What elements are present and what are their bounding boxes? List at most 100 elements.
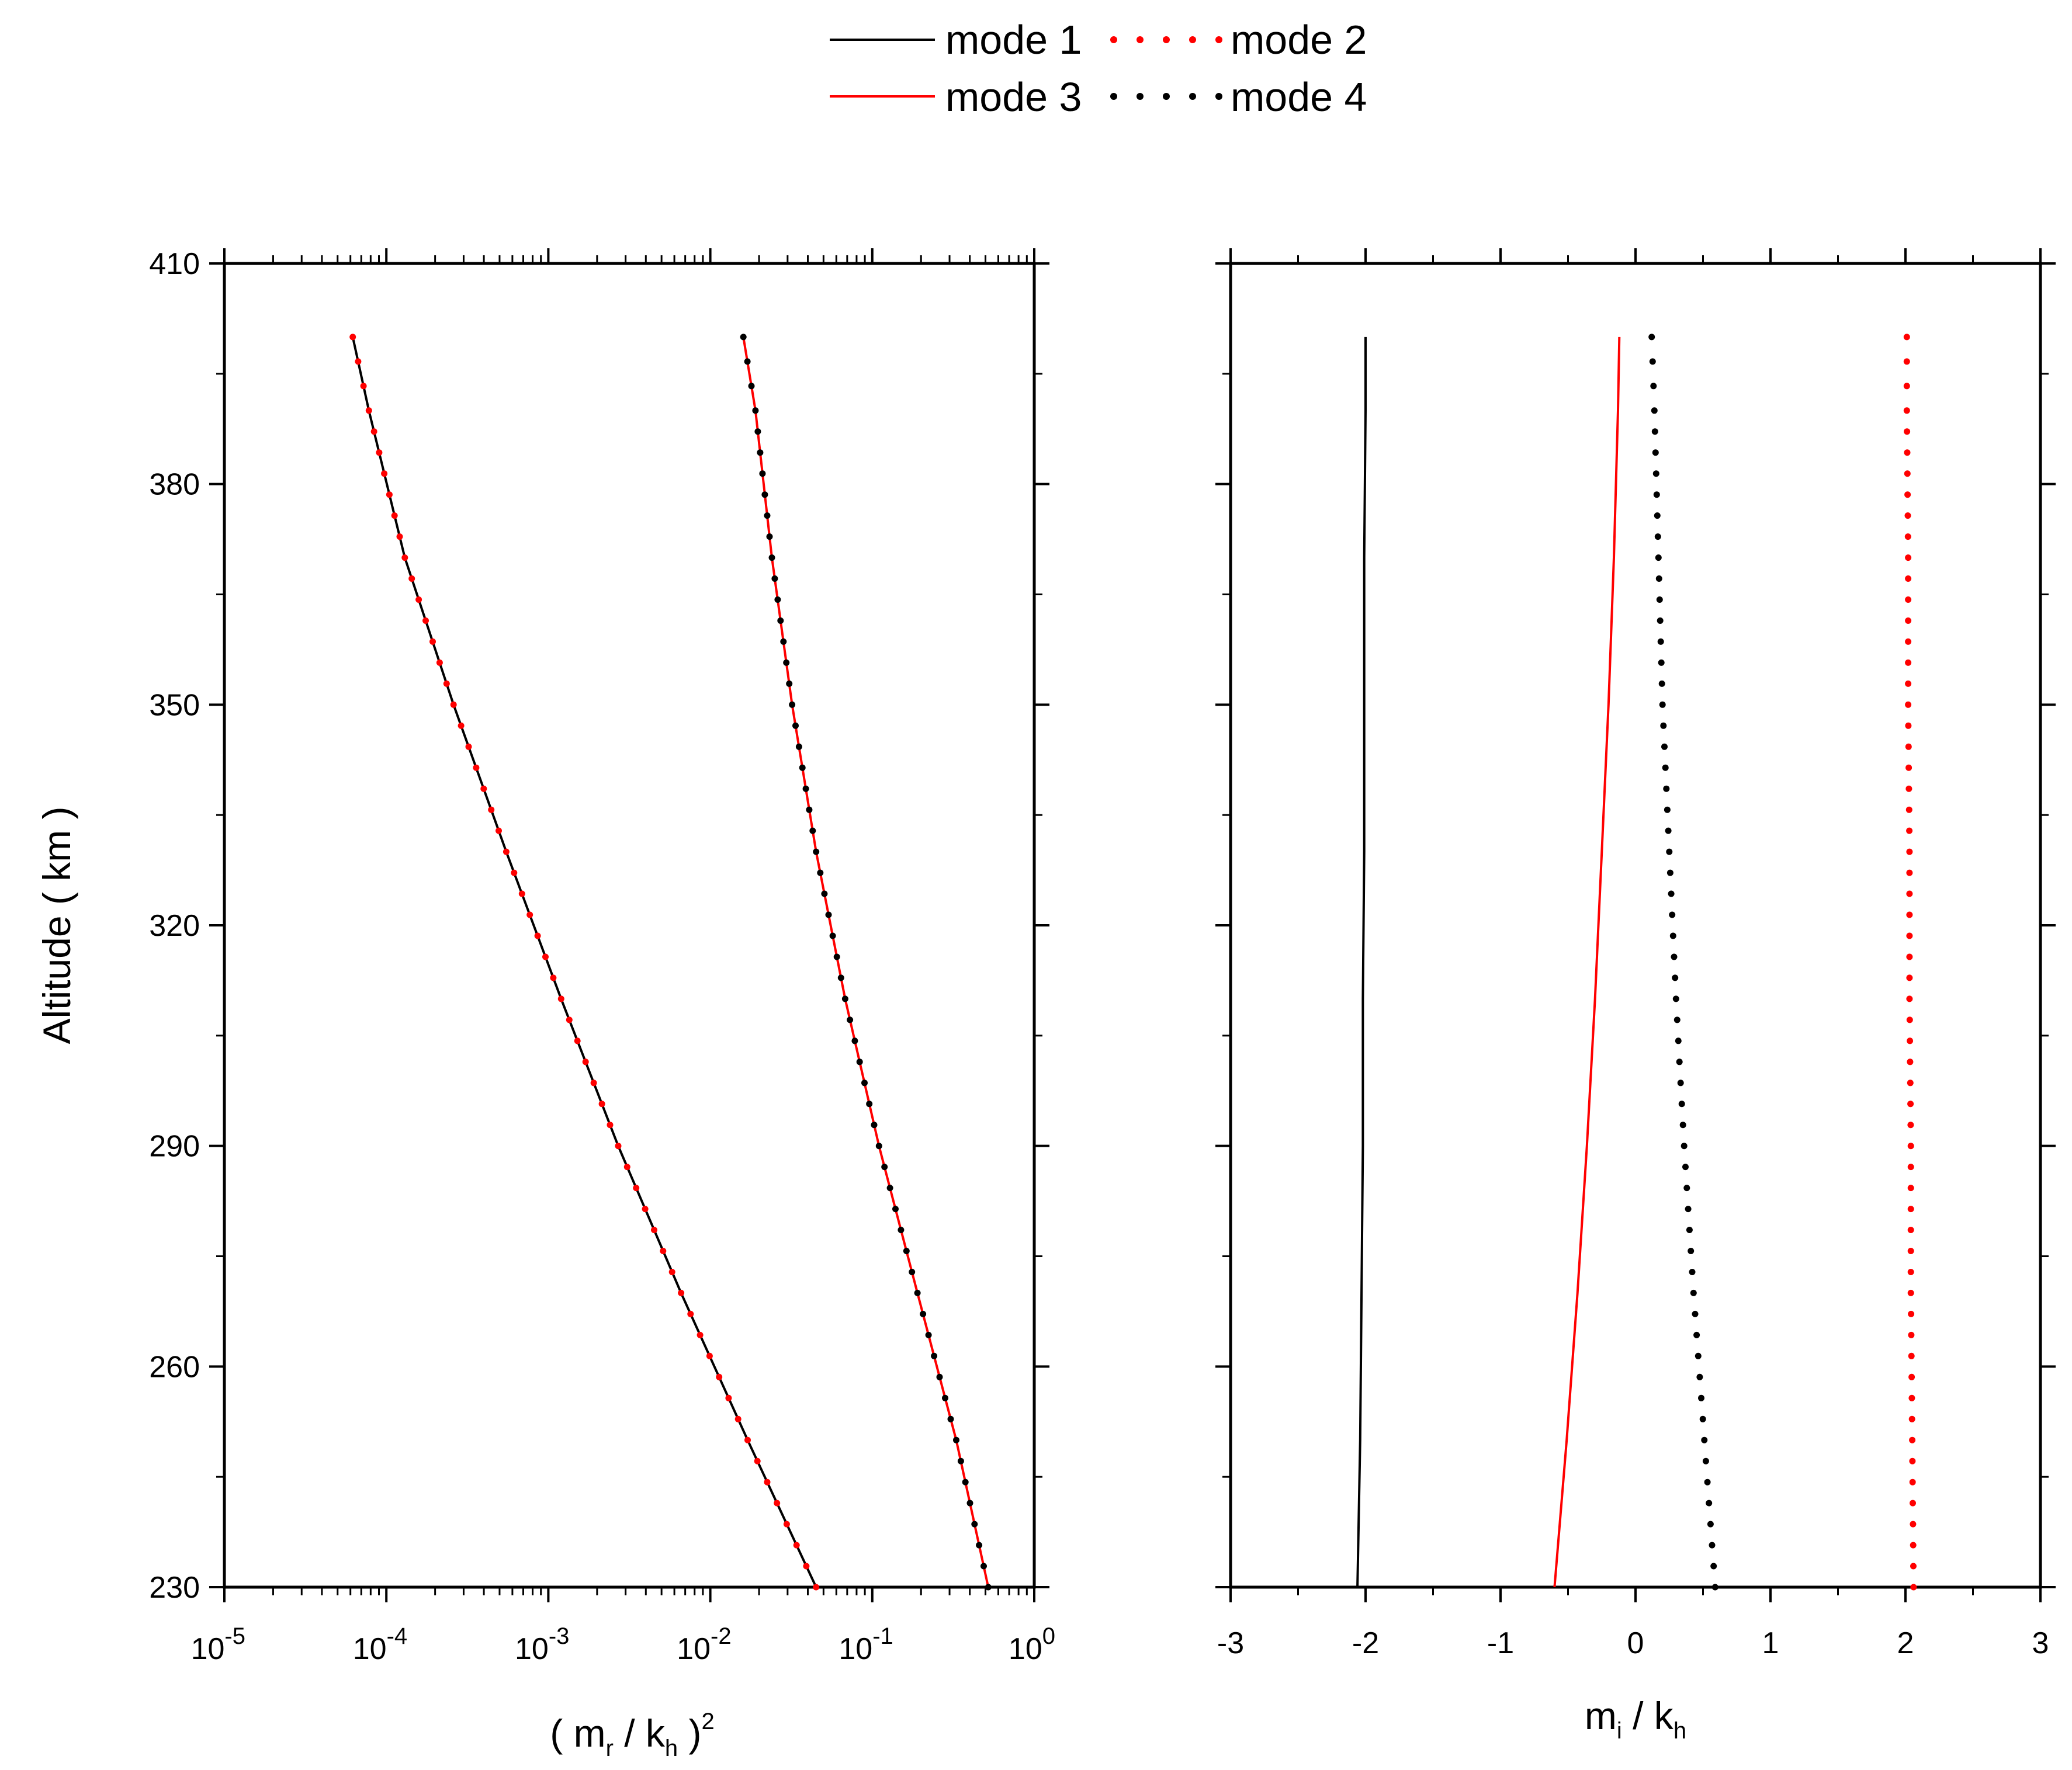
left-series-mode-2-dot [365, 407, 372, 414]
right-series-mode-4-dot [1701, 1436, 1708, 1443]
right-series-mode-4-dot [1678, 1101, 1685, 1108]
right-series-mode-2-dot [1905, 680, 1912, 687]
right-series-mode-2-dot [1906, 890, 1913, 897]
right-series-mode-2-dot [1907, 1080, 1914, 1087]
right-series-mode-2-dot [1908, 1373, 1915, 1380]
left-series-mode-2-dot [381, 470, 388, 477]
right-series-mode-4-dot [1654, 533, 1661, 540]
right-series-mode-2-dot [1908, 1310, 1915, 1317]
right-series-mode-4-dot [1657, 638, 1664, 645]
left-series-mode-4-dot [764, 512, 771, 519]
left-y-tick-label: 380 [149, 468, 200, 502]
right-series-mode-2-dot [1906, 911, 1913, 918]
left-x-axis-title: ( mr / kh )2 [550, 1709, 714, 1761]
left-x-tick-label: 10-3 [515, 1623, 569, 1666]
legend: mode 1 mode 2 mode 3 mode 4 [830, 17, 1367, 120]
right-series-mode-2-dot [1903, 407, 1910, 414]
left-series-mode-4-dot [931, 1352, 938, 1359]
left-series-mode-4-dot [886, 1185, 893, 1192]
left-x-tick-label: 10-5 [191, 1623, 245, 1666]
legend-item-mode-4: mode 4 [1110, 74, 1367, 120]
right-series-mode-2-dot [1907, 1143, 1914, 1150]
left-series-mode-4-dot [757, 449, 764, 456]
right-series-mode-2-dot [1904, 491, 1911, 498]
left-y-tick-label: 410 [149, 247, 200, 281]
right-x-axis-title: mi / kh [1585, 1694, 1686, 1744]
right-series-mode-4-dot [1692, 1310, 1699, 1317]
left-series-mode-4-dot [771, 575, 778, 582]
left-series-mode-2-dot [436, 659, 443, 666]
right-series-mode-4-dot [1690, 1289, 1697, 1296]
left-series-mode-2-dot [443, 680, 450, 687]
right-series-mode-4-dot [1666, 869, 1673, 876]
right-series-mode-4-dot [1711, 1584, 1718, 1591]
right-series-mode-2-dot [1905, 764, 1912, 771]
left-series-mode-2-dot [488, 806, 495, 813]
left-series-mode-4-dot [752, 407, 759, 414]
right-series-mode-4-dot [1650, 383, 1657, 390]
right-series-mode-2-dot [1907, 1164, 1914, 1171]
right-series-mode-4-dot [1675, 1037, 1682, 1044]
left-series-mode-4-dot [962, 1479, 969, 1486]
left-series-mode-4-dot [920, 1310, 927, 1317]
right-series-mode-4-dot [1685, 1206, 1692, 1213]
right-x-tick-label: 0 [1627, 1626, 1644, 1660]
right-series-mode-4-dot [1663, 785, 1670, 792]
right-series-mode-4-dot [1666, 848, 1673, 855]
left-series-mode-4-dot [833, 953, 840, 960]
left-series-mode-2-dot [651, 1227, 657, 1233]
right-series-mode-4-dot [1688, 1248, 1695, 1254]
left-series-mode-2-dot [550, 974, 557, 981]
left-series-mode-2-dot [566, 1016, 573, 1023]
left-series-mode-4-dot [875, 1143, 882, 1150]
left-series-mode-4-dot [856, 1058, 863, 1066]
left-series-mode-2-dot [642, 1206, 649, 1213]
left-series-mode-4-dot [953, 1436, 959, 1443]
left-series-mode-2-dot [408, 575, 415, 582]
right-series-mode-4-dot [1707, 1521, 1714, 1528]
right-x-tick-labels: -3 -2 -1 0 1 2 3 [1217, 1626, 2049, 1660]
left-series-mode-2-dot [764, 1479, 771, 1486]
left-series-mode-2-dot [360, 383, 367, 390]
right-series-mode-4-dot [1681, 1143, 1688, 1150]
left-series-mode-4-dot [966, 1500, 973, 1507]
left-series-mode-2-dot [633, 1185, 640, 1192]
right-series-mode-4-dot [1655, 554, 1662, 561]
right-series-mode-4-dot [1710, 1563, 1717, 1570]
left-x-tick-labels: 10-5 10-4 10-3 10-2 10-1 100 [191, 1623, 1055, 1666]
right-series-mode-2-dot [1903, 358, 1910, 365]
left-series-mode-2-dot [607, 1122, 614, 1129]
right-series-mode-2-dot [1907, 1037, 1914, 1044]
legend-label-mode-2: mode 2 [1231, 17, 1367, 63]
left-series-mode-4-dot [936, 1373, 943, 1380]
left-series-mode-2-dot [503, 848, 510, 855]
right-series-mode-4-dot [1649, 358, 1656, 365]
right-series-mode-2-dot [1907, 1206, 1914, 1213]
left-series-mode-4-dot [748, 383, 755, 390]
right-series-mode-4-dot [1677, 1080, 1684, 1087]
left-series-mode-2-dot [518, 890, 525, 897]
left-series-mode-2-dot [754, 1457, 761, 1464]
left-series-mode-2-dot [473, 764, 480, 771]
left-series-mode-2-dot [687, 1310, 694, 1317]
right-series-mode-4-dot [1696, 1373, 1703, 1380]
right-series-mode-2-dot [1906, 932, 1913, 939]
right-series-mode-2-dot [1905, 701, 1912, 708]
right-series-mode-2-dot [1909, 1457, 1916, 1464]
left-y-tick-label: 320 [149, 909, 200, 943]
right-series-mode-2-dot [1904, 470, 1911, 477]
right-series-mode-4-dot [1648, 334, 1655, 341]
left-y-tick-label: 230 [149, 1571, 200, 1605]
right-x-tick-label: 1 [1762, 1626, 1779, 1660]
legend-swatch-mode-4 [1110, 93, 1222, 100]
right-series-mode-2-dot [1910, 1563, 1917, 1570]
left-series-mode-4-dot [985, 1584, 992, 1591]
left-series-mode-2-dot [590, 1080, 597, 1087]
left-series-mode-2-dot [496, 827, 502, 834]
left-series-mode-4-dot [789, 701, 796, 708]
left-series-mode-2-dot [429, 638, 436, 645]
left-y-tick-labels: 230 260 290 320 350 380 410 [149, 247, 200, 1605]
left-series-mode-4-dot [871, 1122, 878, 1129]
left-series-mode-4-dot [821, 890, 828, 897]
right-series-mode-2-dot [1907, 1289, 1914, 1296]
